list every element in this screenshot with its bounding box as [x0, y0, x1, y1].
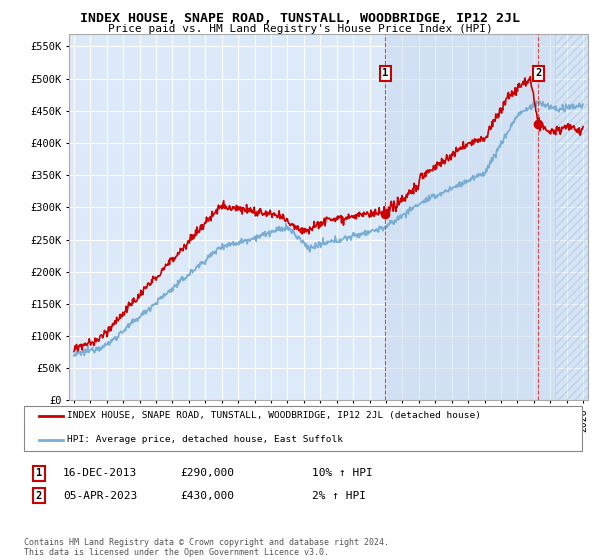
Text: INDEX HOUSE, SNAPE ROAD, TUNSTALL, WOODBRIDGE, IP12 2JL (detached house): INDEX HOUSE, SNAPE ROAD, TUNSTALL, WOODB…: [67, 411, 481, 420]
Text: Price paid vs. HM Land Registry's House Price Index (HPI): Price paid vs. HM Land Registry's House …: [107, 24, 493, 34]
Text: HPI: Average price, detached house, East Suffolk: HPI: Average price, detached house, East…: [67, 435, 343, 444]
Text: 05-APR-2023: 05-APR-2023: [63, 491, 137, 501]
Text: 10% ↑ HPI: 10% ↑ HPI: [312, 468, 373, 478]
Text: 1: 1: [36, 468, 42, 478]
Text: 2% ↑ HPI: 2% ↑ HPI: [312, 491, 366, 501]
Text: 2: 2: [36, 491, 42, 501]
Text: 2: 2: [535, 68, 541, 78]
Text: £290,000: £290,000: [180, 468, 234, 478]
Bar: [385, 34, 555, 400]
Text: Contains HM Land Registry data © Crown copyright and database right 2024.
This d: Contains HM Land Registry data © Crown c…: [24, 538, 389, 557]
Text: 1: 1: [382, 68, 388, 78]
Bar: [555, 34, 588, 400]
Text: £430,000: £430,000: [180, 491, 234, 501]
Text: INDEX HOUSE, SNAPE ROAD, TUNSTALL, WOODBRIDGE, IP12 2JL: INDEX HOUSE, SNAPE ROAD, TUNSTALL, WOODB…: [80, 12, 520, 25]
Text: 16-DEC-2013: 16-DEC-2013: [63, 468, 137, 478]
